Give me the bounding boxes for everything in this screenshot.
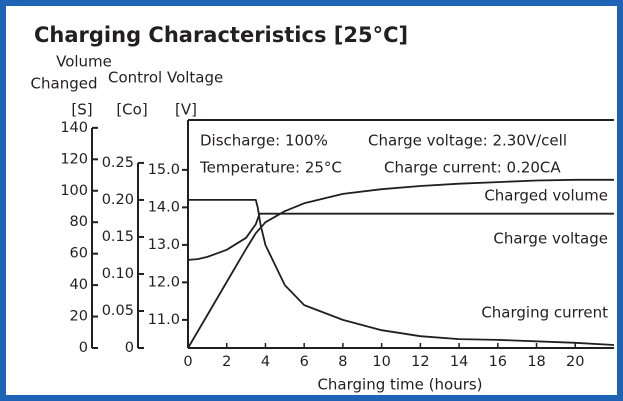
- y2-unit: [Co]: [116, 101, 147, 119]
- chart-title: Charging Characteristics [25°C]: [34, 23, 408, 47]
- annotation: Temperature: 25°C: [199, 159, 342, 177]
- x-tick-label: 10: [372, 354, 390, 370]
- y2-tick-label: 0.25: [102, 155, 134, 171]
- y3-tick-label: 12.0: [148, 274, 180, 290]
- x-tick-label: 4: [261, 354, 270, 370]
- series-label: Charging current: [481, 304, 608, 322]
- annotation: Charge current: 0.20CA: [384, 159, 561, 177]
- y-tick-label: 100: [60, 183, 88, 199]
- y-tick-label: 0: [79, 340, 88, 356]
- y3-tick-label: 15.0: [148, 162, 180, 178]
- y-tick-label: 120: [60, 151, 88, 167]
- series-label: Charged volume: [484, 187, 608, 205]
- x-tick-label: 12: [411, 354, 429, 370]
- annotation: Charge voltage: 2.30V/cell: [368, 132, 567, 150]
- y-label: Changed: [31, 75, 98, 93]
- y-tick-label: 80: [70, 214, 88, 230]
- plot-frame: [91, 119, 614, 349]
- y2-tick-label: 0.20: [102, 192, 134, 208]
- y2-tick-label: 0.05: [102, 303, 134, 319]
- x-tick-label: 16: [489, 354, 507, 370]
- y-tick-label: 140: [60, 120, 88, 136]
- y2-label: Control Voltage: [108, 69, 223, 87]
- x-tick-label: 8: [338, 354, 347, 370]
- x-label: Charging time (hours): [317, 376, 482, 394]
- series-line: [187, 178, 614, 349]
- x-tick-label: 14: [450, 354, 468, 370]
- y3-unit: [V]: [175, 101, 197, 119]
- y-tick-label: 60: [70, 246, 88, 262]
- y3-tick-label: 11.0: [148, 312, 180, 328]
- y-unit: [S]: [71, 101, 92, 119]
- x-tick-label: 18: [527, 354, 545, 370]
- y2-tick-label: 0.10: [102, 266, 134, 282]
- y-label: Volume: [56, 53, 112, 71]
- y3-tick-label: 13.0: [148, 237, 180, 253]
- y-tick-label: 20: [70, 309, 88, 325]
- y2-tick-label: 0.15: [102, 229, 134, 245]
- x-tick-label: 2: [222, 354, 231, 370]
- y-tick-label: 40: [70, 277, 88, 293]
- x-tick-label: 0: [183, 354, 192, 370]
- series-label: Charge voltage: [493, 230, 608, 248]
- annotation: Discharge: 100%: [200, 132, 328, 150]
- series-line: [188, 199, 615, 346]
- y2-tick-label: 0: [125, 340, 134, 356]
- x-tick-label: 6: [300, 354, 309, 370]
- y3-tick-label: 14.0: [148, 199, 180, 215]
- x-tick-label: 20: [566, 354, 584, 370]
